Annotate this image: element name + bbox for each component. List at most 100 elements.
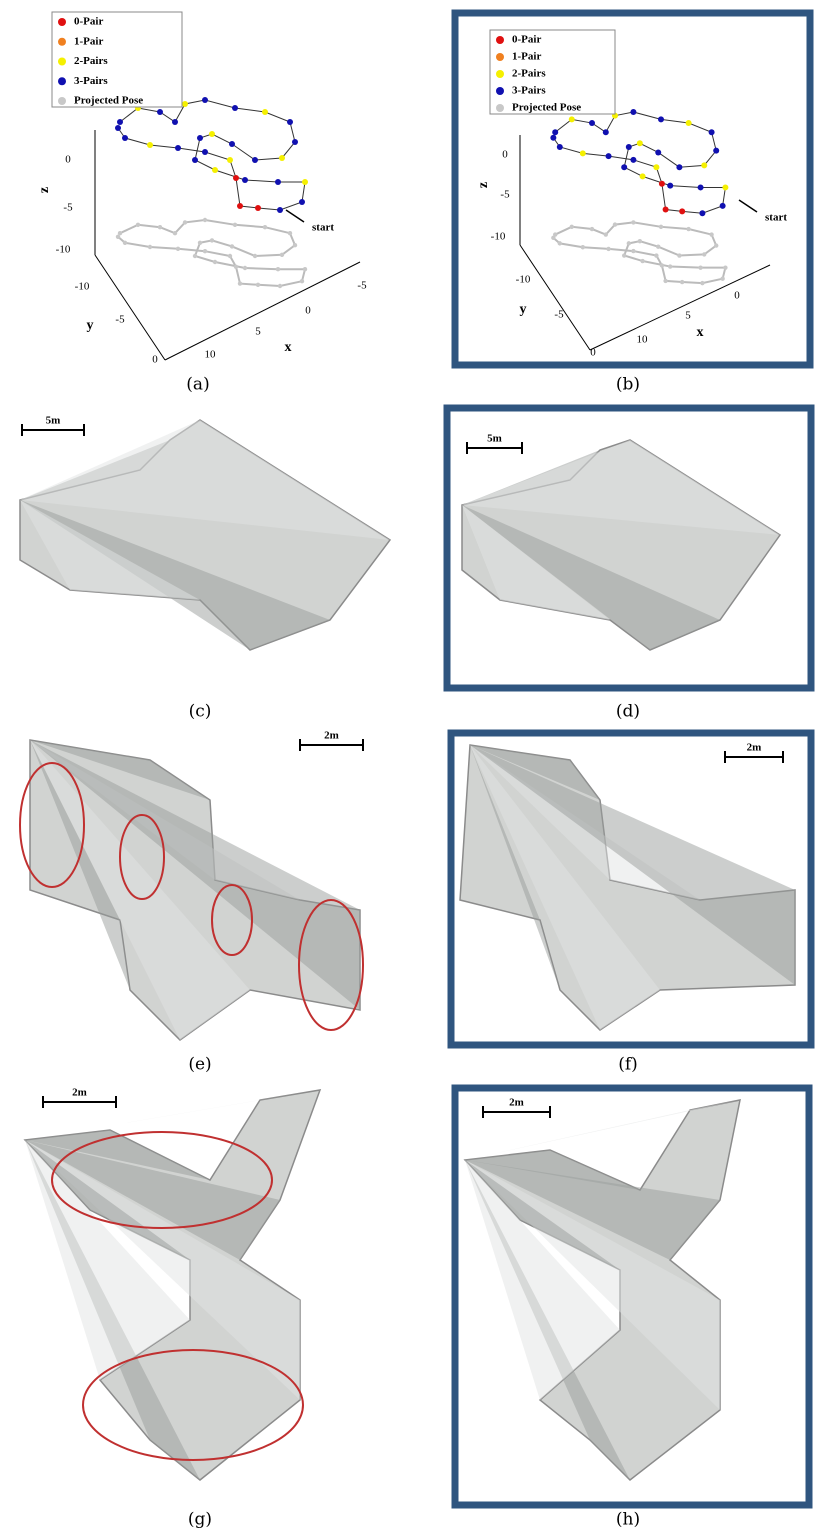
pose — [685, 120, 692, 127]
pose — [676, 164, 683, 171]
pose — [292, 139, 298, 145]
projected-pose — [659, 263, 665, 268]
projected-pose — [612, 222, 618, 227]
projected-pose — [668, 264, 673, 269]
z-tick-label: -10 — [56, 244, 71, 256]
projected-pose — [275, 267, 281, 272]
point-cloud-detail — [465, 1150, 640, 1190]
x-tick-label: -5 — [357, 280, 367, 292]
projected-pose — [147, 244, 153, 250]
panel-caption: (a) — [186, 375, 209, 395]
projected-pose — [640, 258, 645, 264]
axis-line — [164, 261, 361, 361]
legend-label: 2-Pairs — [512, 68, 546, 80]
trajectory — [552, 111, 726, 214]
scale-bar-label: 5m — [487, 433, 502, 445]
legend-box — [51, 11, 183, 108]
highlight-ellipse — [119, 814, 165, 900]
projected-pose — [654, 253, 659, 258]
pose — [701, 162, 708, 169]
point-cloud-detail — [20, 500, 330, 650]
pose — [658, 116, 664, 123]
panel-caption: (c) — [189, 702, 212, 722]
pose — [299, 199, 305, 205]
frame — [447, 729, 815, 1049]
legend-label: 1-Pair — [512, 51, 541, 63]
projected-pose — [277, 283, 283, 289]
pose — [147, 142, 153, 148]
panel-caption: (b) — [616, 375, 640, 395]
legend-label: Projected Pose — [512, 102, 581, 114]
projected-pose — [606, 246, 611, 252]
projected-pose — [212, 259, 218, 265]
projected-pose — [622, 253, 627, 258]
x-tick-label: 0 — [734, 290, 740, 302]
frame — [451, 1084, 813, 1509]
point-cloud-detail — [470, 745, 600, 800]
point-cloud-panel: 2m — [463, 1097, 741, 1481]
pose — [679, 208, 686, 215]
legend-box — [489, 29, 616, 115]
frame — [443, 404, 815, 692]
projected-pose — [255, 282, 261, 287]
projected-path — [117, 218, 307, 288]
z-tick-label: -5 — [500, 189, 510, 201]
point-cloud-detail — [25, 1140, 190, 1260]
point-cloud-detail — [462, 440, 780, 535]
projected-pose — [700, 280, 705, 286]
point-cloud-detail — [25, 1130, 210, 1180]
x-axis-label: x — [697, 325, 704, 340]
projected-pose — [679, 279, 685, 285]
projected-pose — [279, 252, 285, 257]
legend-marker — [496, 36, 504, 44]
projected-pose — [242, 265, 248, 271]
projected-pose — [551, 235, 556, 241]
projected-pose — [175, 246, 181, 251]
pose — [279, 155, 285, 161]
y-tick-label: 0 — [590, 347, 596, 359]
projected-pose — [202, 249, 208, 254]
pose — [157, 109, 163, 115]
pose — [662, 206, 669, 213]
pose — [636, 140, 643, 147]
axis-line — [94, 254, 166, 361]
projected-pose — [202, 217, 208, 223]
pose — [115, 125, 121, 131]
y-axis-label: y — [520, 302, 527, 317]
pose — [625, 143, 632, 150]
pose — [212, 167, 218, 173]
y-tick-label: -10 — [75, 281, 90, 293]
scale-bar-label: 2m — [509, 1097, 524, 1109]
projected-pose — [686, 226, 691, 232]
pose — [232, 105, 238, 111]
z-axis-label: z — [476, 182, 491, 188]
projected-pose — [192, 253, 198, 259]
pose — [699, 210, 706, 217]
panel-caption: (d) — [616, 702, 640, 722]
pose — [277, 207, 283, 213]
pose — [227, 157, 233, 163]
projected-pose — [302, 267, 308, 272]
point-cloud-detail — [30, 740, 360, 1010]
y-tick-label: 0 — [152, 354, 158, 366]
highlight-ellipse — [51, 1131, 273, 1229]
pose — [302, 179, 308, 185]
legend-label: 3-Pairs — [74, 75, 108, 87]
point-cloud-detail — [465, 1100, 740, 1160]
pose — [602, 129, 609, 136]
point-cloud-detail — [25, 1140, 190, 1380]
legend-marker — [496, 53, 504, 61]
point-cloud-panel: 2m — [19, 730, 364, 1041]
pose — [713, 147, 720, 154]
point-cloud-panel: 5m — [461, 433, 782, 651]
legend-marker — [496, 104, 504, 112]
point-cloud-detail — [470, 745, 560, 990]
pose — [197, 135, 203, 141]
pose — [255, 205, 261, 211]
projected-pose — [252, 253, 258, 259]
legend-label: 2-Pairs — [74, 55, 108, 67]
projected-pose — [157, 225, 163, 230]
point-cloud-detail — [462, 450, 600, 505]
pose — [552, 129, 559, 136]
annotation: start — [312, 222, 334, 234]
